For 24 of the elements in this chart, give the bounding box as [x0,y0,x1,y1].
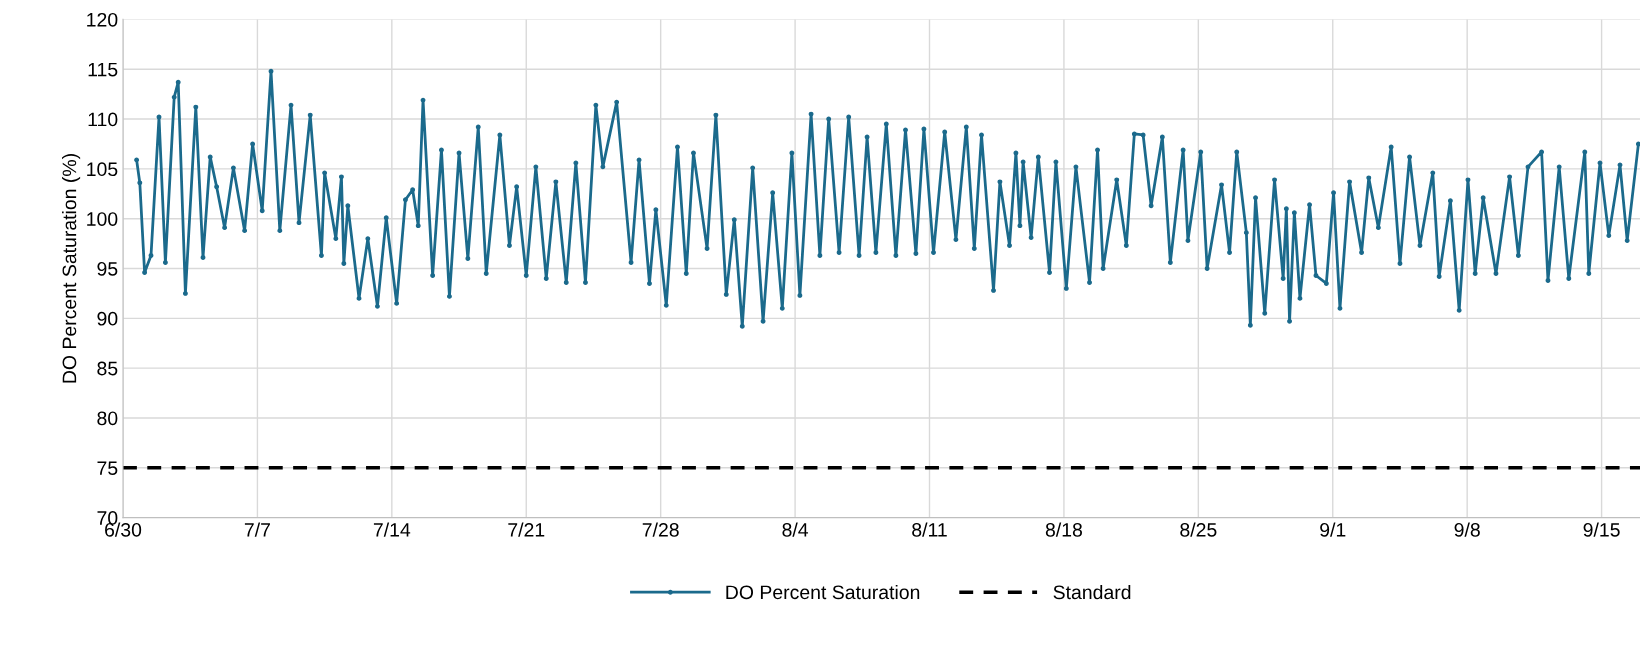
y-tick-label: 100 [87,212,118,226]
x-tick-label: 9/8 [1454,522,1480,537]
legend-label: Standard [1053,584,1131,600]
x-tick-label: 7/21 [508,522,545,537]
y-tick-label: 75 [97,461,118,476]
y-tick-label: 105 [87,162,118,177]
y-tick-label: 110 [88,112,118,127]
x-tick-label: 8/4 [782,522,809,537]
y-tick-label: 120 [87,12,118,27]
x-tick-label: 9/1 [1320,522,1346,537]
x-tick-label: 7/28 [642,522,679,537]
x-tick-label: 9/15 [1583,522,1620,537]
x-tick-label: 8/25 [1180,522,1217,537]
y-tick-label: 115 [88,62,118,77]
x-tick-label: 7/14 [373,522,411,537]
x-tick-label: 8/11 [912,522,947,537]
y-tick-label: 80 [97,411,118,426]
y-axis-title: DO Percent Saturation (%) [62,154,81,383]
legend-label: DO Percent Saturation [726,584,920,600]
y-tick-label: 85 [97,361,118,376]
y-tick-label: 90 [97,311,118,326]
x-tick-label: 8/18 [1045,522,1082,537]
x-tick-label: 7/7 [244,522,270,537]
y-tick-label: 95 [97,261,118,276]
